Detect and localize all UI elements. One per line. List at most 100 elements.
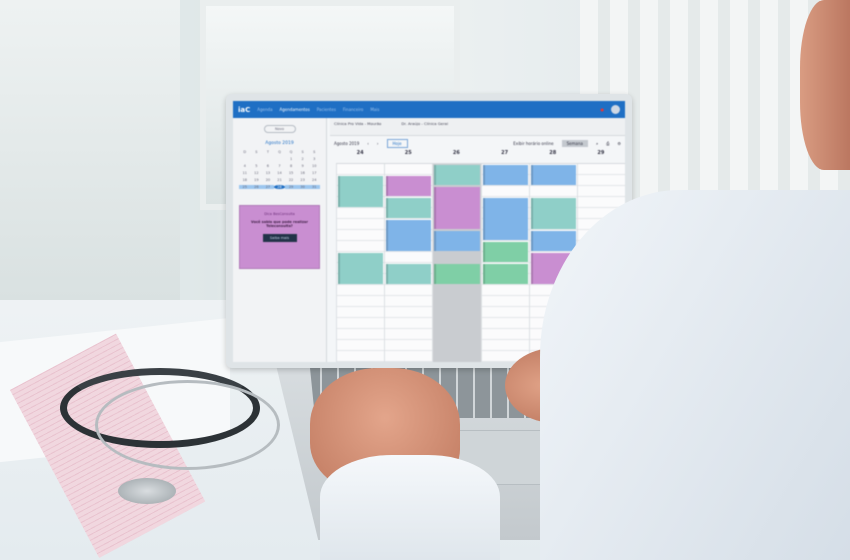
calendar-toolbar: Agosto 2019 ‹ › Hoje Exibir horário onlin… (330, 136, 625, 150)
appointment-event[interactable] (386, 220, 432, 251)
day-header[interactable]: 28 (549, 150, 557, 156)
mini-day[interactable]: 20 (265, 178, 271, 182)
day-column[interactable] (480, 164, 529, 362)
day-header[interactable]: 24 (356, 150, 364, 156)
appointment-event[interactable] (338, 176, 384, 207)
mini-day[interactable]: 29 (285, 185, 297, 189)
mini-day[interactable]: 24 (311, 178, 317, 182)
appointment-event[interactable] (482, 242, 528, 262)
mini-day[interactable]: 19 (254, 178, 259, 182)
mini-day[interactable]: 23 (300, 178, 305, 182)
appointment-event[interactable] (482, 264, 528, 284)
day-header[interactable]: 26 (452, 150, 460, 156)
appointment-event[interactable] (386, 176, 432, 196)
mini-day[interactable] (251, 157, 263, 161)
mini-day[interactable]: 10 (311, 164, 317, 168)
promo-card: Dica BesConsulta Você sabia que pode rea… (239, 205, 320, 269)
mini-day[interactable]: 8 (289, 164, 293, 168)
print-icon[interactable]: ⎙ (606, 140, 610, 146)
appointment-event[interactable] (530, 231, 576, 251)
appointment-event[interactable] (338, 253, 384, 284)
nav-item[interactable]: Agendamentos (279, 107, 310, 112)
location-select[interactable]: Clínica Pro Vida - Mourão (334, 121, 382, 126)
day-header[interactable]: 27 (501, 150, 509, 156)
prev-icon[interactable]: ‹ (367, 140, 369, 146)
appointment-event[interactable] (434, 187, 480, 229)
search-icon[interactable]: ⌕ (595, 140, 599, 146)
mini-day[interactable]: Q (278, 150, 281, 154)
day-column[interactable] (432, 164, 481, 362)
day-header[interactable]: 25 (404, 150, 412, 156)
day-column[interactable] (384, 164, 432, 362)
mini-day[interactable]: 5 (255, 164, 258, 168)
appointment-event[interactable] (530, 165, 576, 185)
mini-day[interactable]: 16 (300, 171, 305, 175)
online-toggle[interactable]: Exibir horário online (513, 140, 554, 146)
professional-select[interactable]: Dr. Araújo - Clínica Geral (401, 121, 449, 126)
today-button[interactable]: Hoje (386, 138, 408, 148)
notification-icon[interactable]: ● (600, 107, 605, 112)
app-logo: iaC (238, 105, 251, 114)
mini-day[interactable]: D (243, 150, 247, 154)
mini-day[interactable]: 3 (313, 157, 316, 161)
mini-day[interactable]: T (266, 150, 269, 154)
mini-day[interactable]: 28 (273, 185, 286, 189)
next-icon[interactable]: › (376, 140, 379, 146)
mini-day[interactable]: 12 (254, 171, 259, 175)
promo-button[interactable]: Saiba mais (262, 234, 297, 242)
gear-icon[interactable]: ⚙ (617, 140, 621, 146)
mini-day[interactable]: 11 (242, 171, 248, 175)
appointment-event[interactable] (530, 198, 576, 229)
appointment-event[interactable] (482, 198, 528, 240)
appointment-event[interactable] (386, 198, 432, 218)
day-column[interactable] (336, 164, 384, 362)
new-button[interactable]: Novo (263, 125, 296, 133)
mini-day[interactable]: 6 (266, 164, 270, 168)
mini-day[interactable]: 30 (296, 185, 309, 189)
day-header[interactable]: 29 (597, 150, 605, 156)
period-label: Agosto 2019 (334, 140, 360, 146)
nav-item[interactable]: Agenda (257, 107, 273, 112)
mini-day[interactable]: 1 (289, 157, 293, 161)
mini-day[interactable]: S (255, 150, 258, 154)
nav-item[interactable]: Financeiro (342, 107, 364, 112)
mini-calendar-month: Agosto 2019 (265, 141, 294, 146)
mini-day[interactable]: 31 (308, 185, 320, 189)
appointment-event[interactable] (434, 264, 480, 284)
mini-day[interactable]: 22 (288, 178, 294, 182)
mini-day[interactable]: 15 (288, 171, 294, 175)
top-nav: iaC Agenda Agendamentos Pacientes Financ… (233, 101, 625, 118)
appointment-event[interactable] (434, 165, 480, 185)
filters: Clínica Pro Vida - Mourão Dr. Araújo - C… (330, 118, 625, 136)
appointment-event[interactable] (482, 165, 528, 185)
promo-text: Você sabia que pode realizar Teleconsult… (251, 220, 308, 228)
sidebar: Novo Agosto 2019 D S T Q Q S S 1 2 3 4 5 6 7 8 9 10 11 12 1… (233, 118, 327, 362)
day-headers: 24 25 26 27 28 29 (336, 150, 625, 164)
mini-day[interactable]: 17 (311, 171, 317, 175)
appointment-event[interactable] (386, 264, 432, 284)
mini-day[interactable]: 27 (262, 185, 274, 189)
view-select[interactable]: Semana (561, 139, 588, 147)
nav-item[interactable]: Pacientes (316, 107, 336, 112)
mini-day[interactable]: 4 (243, 164, 246, 168)
mini-day[interactable] (274, 157, 286, 161)
mini-day[interactable]: 9 (301, 164, 304, 168)
mini-calendar: D S T Q Q S S 1 2 3 4 5 6 7 8 9 10 11 12 13 14 15 16 17 18 19 20 21… (233, 146, 326, 193)
mini-day[interactable]: 2 (301, 157, 304, 161)
mini-day[interactable]: 26 (250, 185, 263, 189)
appointment-event[interactable] (434, 231, 480, 251)
mini-day[interactable]: S (301, 150, 304, 154)
mini-day[interactable]: 25 (239, 185, 251, 189)
mini-day[interactable]: 7 (278, 164, 281, 168)
mini-day[interactable]: 18 (242, 178, 248, 182)
mini-day[interactable]: Q (289, 150, 293, 154)
day-column[interactable] (528, 164, 577, 362)
mini-day[interactable]: S (313, 150, 316, 154)
mini-day[interactable]: 13 (265, 171, 271, 175)
avatar[interactable] (611, 105, 620, 114)
mini-day[interactable] (262, 157, 274, 161)
mini-day[interactable]: 14 (277, 171, 282, 175)
mini-day[interactable]: 21 (277, 178, 282, 182)
mini-day[interactable] (239, 157, 251, 161)
nav-item[interactable]: Mais (370, 107, 380, 112)
